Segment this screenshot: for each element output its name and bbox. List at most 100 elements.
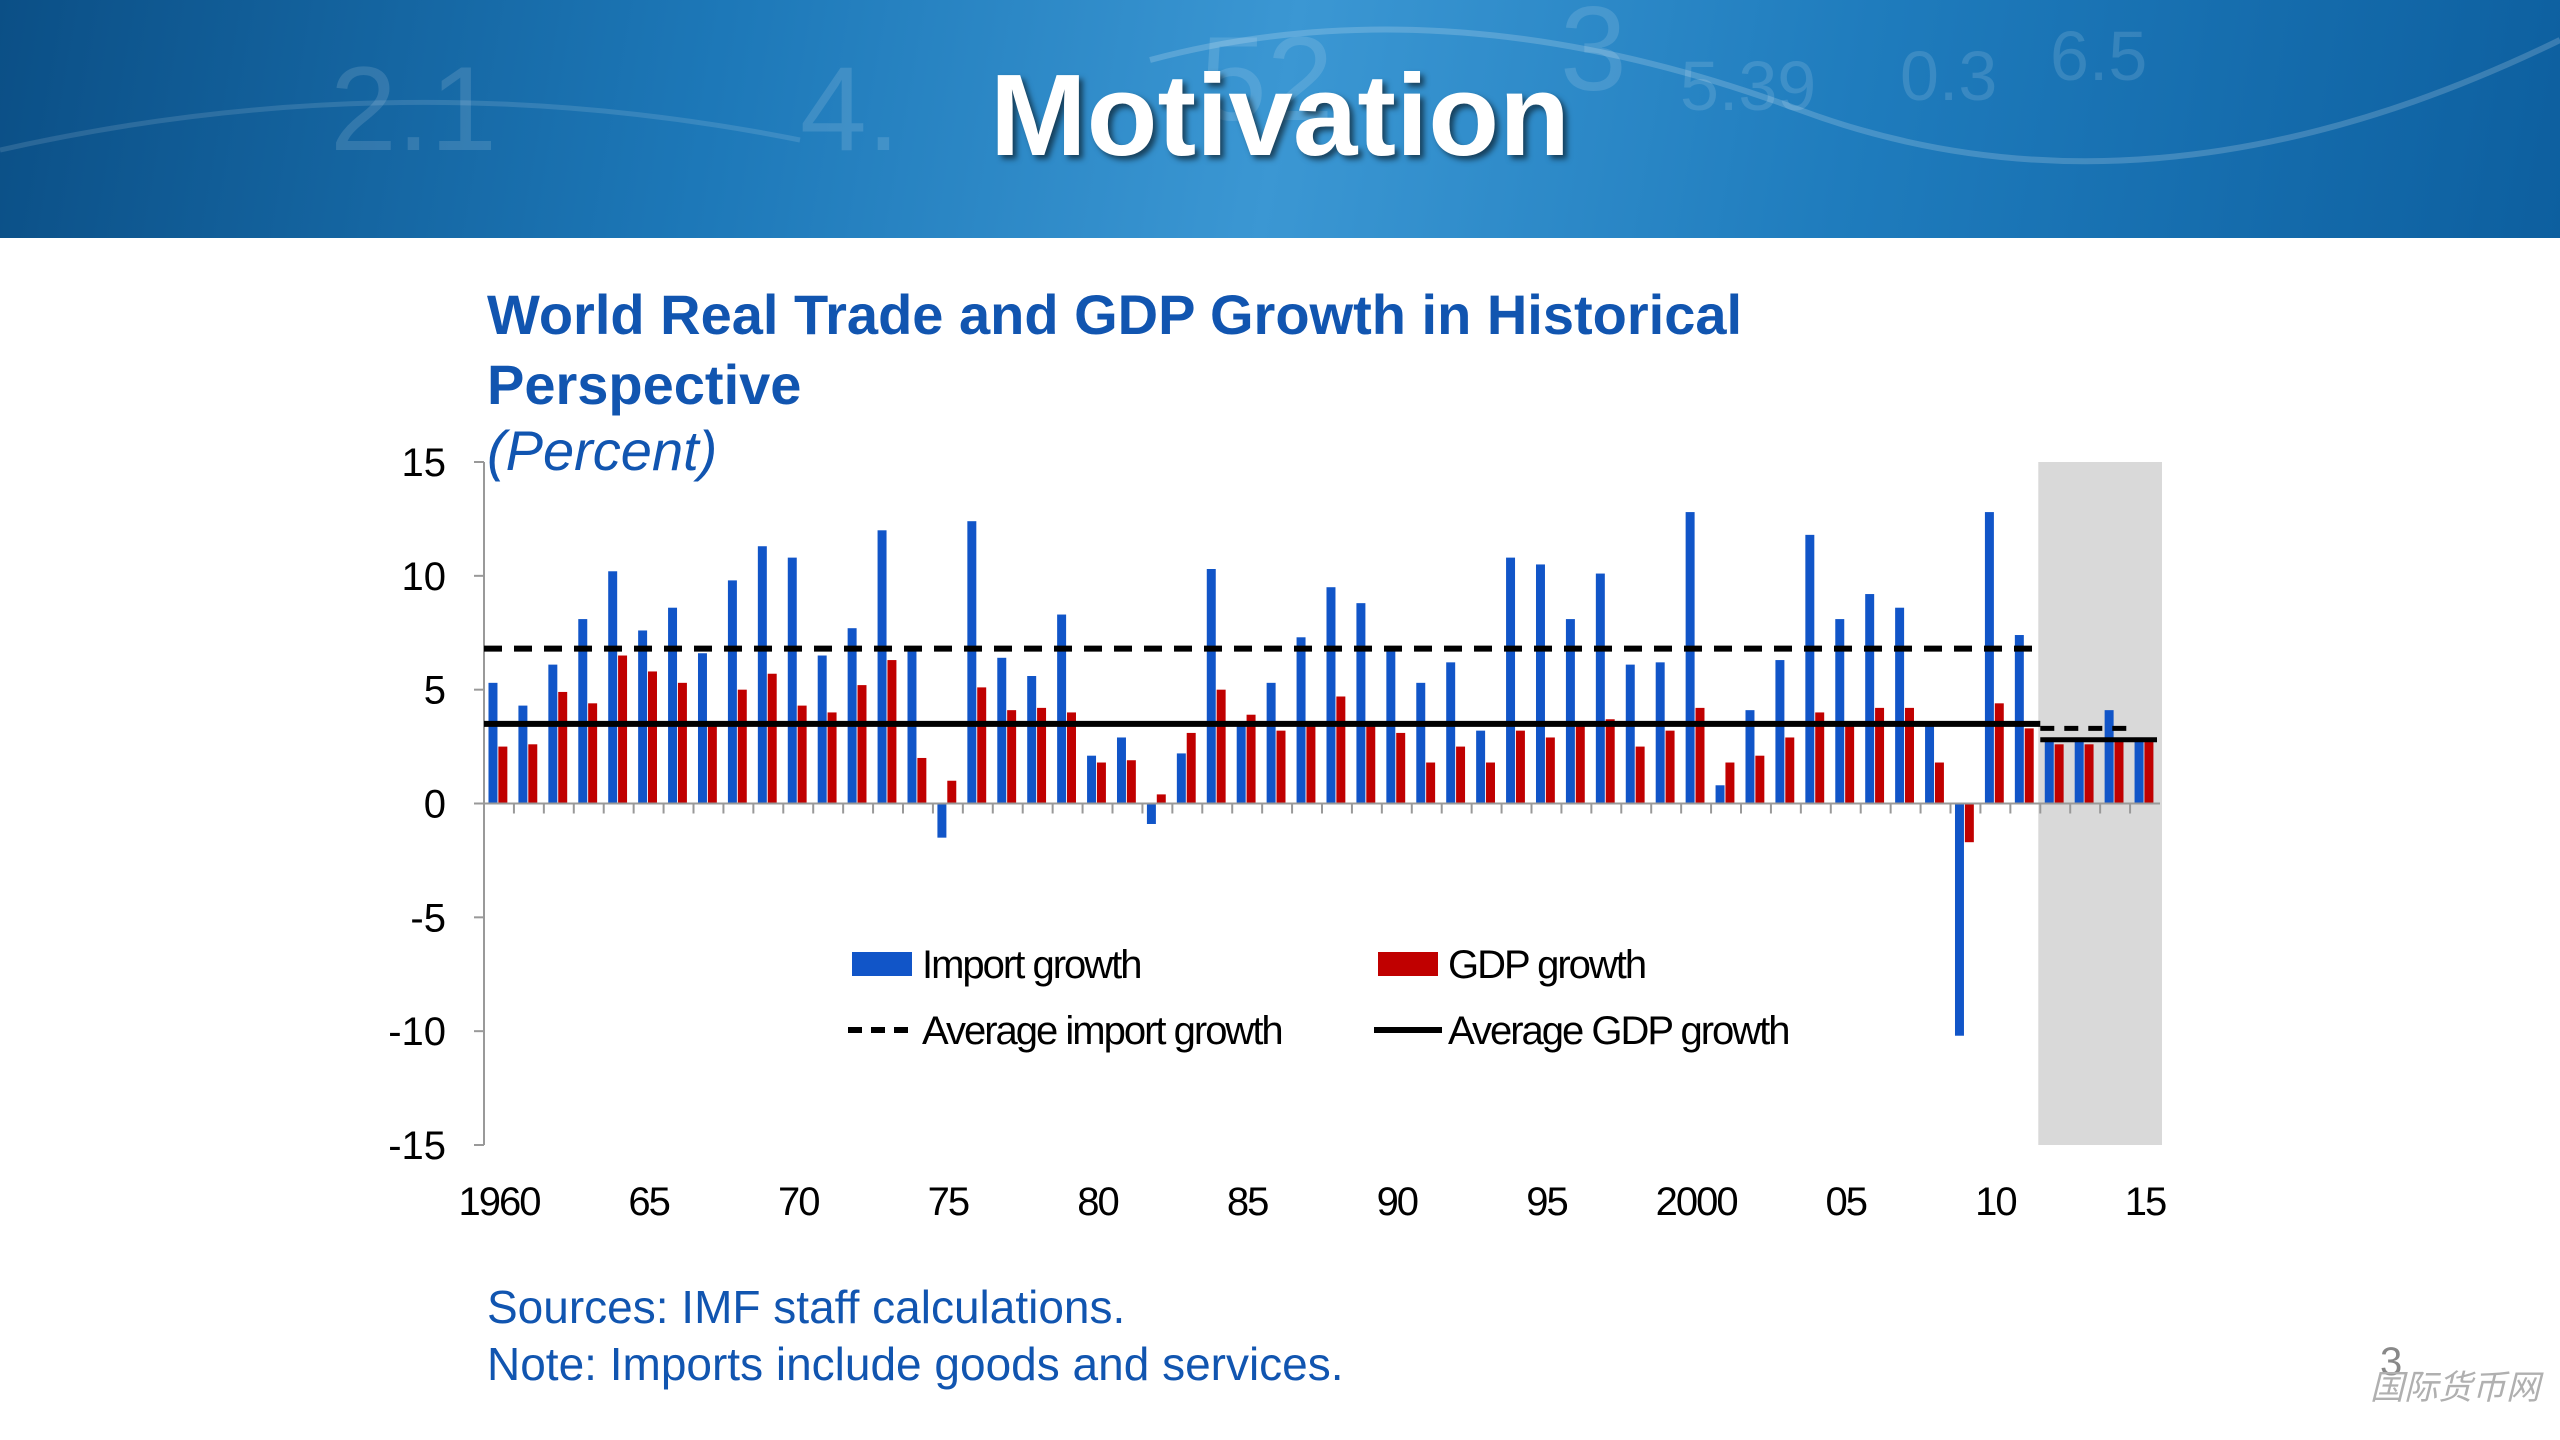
gdp-growth-bar — [677, 682, 687, 804]
legend-average-import-growth-label: Average import growth — [922, 1009, 1282, 1053]
gdp-growth-bar — [857, 685, 867, 804]
banner-number: 3 — [1560, 0, 1627, 116]
legend-gdp-growth-swatch — [1378, 952, 1438, 976]
gdp-growth-bar — [2114, 739, 2124, 804]
y-tick-label: -10 — [388, 1010, 446, 1054]
legend-import-growth-label: Import growth — [922, 943, 1141, 987]
gdp-growth-bar — [1486, 762, 1495, 804]
header-banner: 2.1 4. 52 3 5.39 0.3 6.5 Motivation — [0, 0, 2560, 238]
gdp-growth-bar — [1126, 760, 1136, 804]
gdp-growth-bar — [618, 655, 628, 804]
gdp-growth-bar — [588, 703, 598, 804]
legend-average-gdp-growth-label: Average GDP growth — [1448, 1009, 1789, 1053]
gdp-growth-bar — [1067, 712, 1076, 804]
imports-note: Note: Imports include goods and services… — [487, 1338, 1344, 1390]
gdp-growth-bar — [1755, 755, 1765, 804]
gdp-growth-bar — [528, 744, 538, 804]
import-growth-bar — [997, 657, 1007, 804]
import-growth-bar — [1386, 650, 1396, 804]
watermark-text: 国际货币网 — [2370, 1368, 2540, 1408]
gdp-growth-bar — [2084, 744, 2094, 804]
import-growth-bar — [518, 705, 528, 804]
import-growth-bar — [1595, 573, 1605, 804]
import-growth-bar — [2134, 737, 2144, 804]
x-tick-label: 15 — [2125, 1180, 2166, 1224]
import-growth-bar — [2014, 635, 2024, 804]
import-growth-bar — [1296, 637, 1306, 804]
import-growth-bar — [668, 607, 678, 804]
import-growth-bar — [937, 803, 947, 838]
import-growth-bar — [1176, 753, 1186, 804]
y-tick-label: -5 — [410, 896, 446, 940]
gdp-growth-bar — [827, 712, 837, 804]
import-growth-bar — [1535, 564, 1545, 804]
import-growth-bar — [2074, 737, 2084, 804]
import-growth-bar — [1865, 594, 1875, 804]
gdp-growth-bar — [917, 757, 927, 804]
import-growth-bar — [1266, 682, 1276, 804]
y-tick-label: 15 — [402, 441, 447, 485]
y-tick-label: 10 — [402, 555, 447, 599]
import-growth-bar — [877, 530, 887, 804]
import-growth-bar — [697, 653, 707, 804]
import-growth-bar — [847, 628, 857, 804]
gdp-growth-bar — [1905, 707, 1914, 804]
gdp-growth-bar — [1396, 732, 1406, 804]
import-growth-bar — [2044, 737, 2054, 804]
page-number: 3 — [2380, 1340, 2403, 1384]
y-tick-label: -15 — [388, 1124, 446, 1168]
gdp-growth-bar — [1156, 794, 1166, 804]
gdp-growth-bar — [1815, 712, 1825, 804]
import-growth-bar — [1954, 803, 1964, 1036]
gdp-growth-bar — [1426, 762, 1436, 804]
gdp-growth-bar — [1575, 723, 1585, 804]
gdp-growth-bar — [1186, 732, 1196, 804]
gdp-growth-bar — [1845, 721, 1855, 804]
import-growth-bar — [967, 521, 977, 804]
import-growth-bar — [787, 557, 797, 804]
import-growth-bar — [817, 655, 827, 804]
import-growth-bar — [727, 580, 737, 804]
import-growth-bar — [2104, 710, 2114, 804]
import-growth-bar — [1146, 803, 1156, 824]
x-tick-label: 65 — [628, 1180, 669, 1224]
gdp-growth-bar — [1785, 737, 1795, 804]
import-growth-bar — [1356, 603, 1366, 804]
x-tick-label: 05 — [1826, 1180, 1867, 1224]
gdp-growth-bar — [1934, 762, 1944, 804]
legend-import-growth-swatch — [852, 952, 912, 976]
gdp-growth-bar — [1246, 714, 1256, 804]
gdp-growth-bar — [947, 780, 957, 804]
import-growth-bar — [1416, 682, 1426, 804]
gdp-growth-bar — [1037, 707, 1047, 804]
gdp-growth-bar — [1306, 726, 1316, 804]
gdp-growth-bar — [1276, 730, 1286, 804]
import-growth-bar — [1057, 614, 1067, 804]
import-growth-bar — [1206, 569, 1216, 804]
x-tick-label: 95 — [1526, 1180, 1567, 1224]
gdp-growth-bar — [1096, 762, 1106, 804]
import-growth-bar — [757, 546, 767, 804]
x-tick-label: 80 — [1077, 1180, 1118, 1224]
import-growth-bar — [638, 630, 648, 804]
gdp-growth-bar — [797, 705, 807, 804]
import-growth-bar — [578, 619, 588, 804]
banner-background-graphic: 2.1 4. 52 3 5.39 0.3 6.5 — [0, 0, 2560, 176]
gdp-growth-bar — [1725, 762, 1735, 804]
import-growth-bar — [1087, 755, 1097, 804]
x-tick-label: 10 — [1975, 1180, 2016, 1224]
x-tick-label: 75 — [928, 1180, 969, 1224]
legend-gdp-growth-label: GDP growth — [1448, 943, 1645, 987]
import-growth-bar — [1565, 619, 1575, 804]
gdp-growth-bar — [1665, 730, 1675, 804]
gdp-growth-bar — [767, 673, 777, 804]
sources-note: Sources: IMF staff calculations. — [487, 1281, 1126, 1333]
import-growth-bar — [1925, 723, 1935, 804]
banner-number: 6.5 — [2050, 17, 2147, 95]
import-growth-bar — [1476, 730, 1486, 804]
import-growth-bar — [1625, 664, 1635, 804]
gdp-growth-bar — [1336, 696, 1346, 804]
gdp-growth-bar — [1875, 707, 1885, 804]
gdp-growth-bar — [1635, 746, 1645, 804]
import-growth-bar — [1655, 662, 1665, 804]
